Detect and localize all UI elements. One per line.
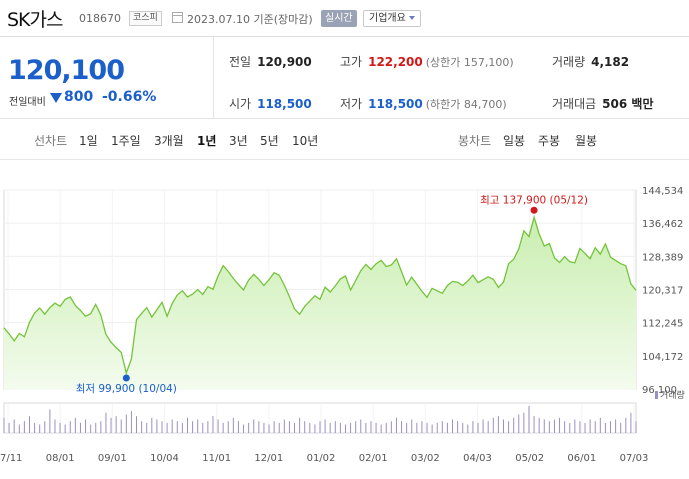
company-info-label: 기업개요	[369, 13, 406, 24]
tab-10y[interactable]: 10년	[292, 134, 319, 148]
down-triangle-icon	[50, 93, 62, 103]
volume-legend-label: 거래량	[660, 389, 685, 401]
min-annotation: 최저 99,900 (10/04)	[76, 383, 177, 395]
stock-code: 018670	[79, 12, 121, 25]
prev-close-label: 전일	[229, 55, 252, 69]
tab-5y[interactable]: 5년	[260, 134, 279, 148]
turnover-value: 506 백만	[602, 97, 654, 111]
tab-3y[interactable]: 3년	[229, 134, 248, 148]
tab-1w[interactable]: 1주일	[111, 134, 141, 148]
y-tick-label: 128,389	[642, 252, 683, 263]
tab-weekly[interactable]: 주봉	[538, 134, 561, 148]
chevron-down-icon	[408, 16, 415, 20]
tab-monthly[interactable]: 월봉	[575, 134, 598, 148]
tab-daily[interactable]: 일봉	[503, 134, 526, 148]
price-chart-svg[interactable]: 144,534 136,462 128,389 120,317 112,245 104,1…	[0, 180, 689, 475]
x-tick-label: 07/11	[0, 453, 22, 464]
market-badge: 코스피	[129, 11, 162, 26]
price-area	[4, 217, 636, 389]
company-name: SK가스	[7, 9, 63, 31]
x-tick-label: 02/01	[359, 453, 388, 464]
volume-value: 4,182	[591, 55, 630, 69]
open-label: 시가	[229, 97, 252, 111]
line-chart-label: 선차트	[34, 134, 68, 148]
x-tick-label: 03/02	[411, 453, 440, 464]
open-value: 118,500	[257, 97, 312, 111]
realtime-button[interactable]: 실시간	[321, 10, 357, 27]
prev-close-value: 120,900	[257, 55, 312, 69]
prev-close: 전일 120,900	[229, 53, 312, 70]
change-value: 800	[64, 89, 94, 105]
open-price: 시가 118,500	[229, 95, 312, 112]
volume-legend-swatch	[655, 391, 658, 399]
volume: 거래량 4,182	[552, 53, 629, 70]
upper-limit: (상한가 157,100)	[425, 56, 514, 69]
divider	[213, 37, 214, 119]
y-tick-label: 96,100	[642, 385, 677, 396]
company-info-dropdown[interactable]: 기업개요	[363, 10, 421, 27]
high-value: 122,200	[368, 55, 423, 69]
x-tick-label: 12/01	[254, 453, 283, 464]
stock-header: SK가스 018670 코스피 2023.07.10 기준(장마감) 실시간 기…	[0, 0, 689, 36]
min-marker	[122, 374, 130, 382]
x-tick-label: 11/01	[202, 453, 231, 464]
y-tick-label: 144,534	[642, 186, 683, 197]
price-line	[3, 214, 637, 376]
y-tick-label: 112,245	[642, 319, 683, 330]
chart-period-tabs: 선차트 1일 1주일 3개월 1년 3년 5년 10년 봉차트 일봉 주봉 월봉	[0, 120, 689, 160]
high-price: 고가 122,200 (상한가 157,100)	[340, 53, 514, 70]
change-percent: -0.66%	[102, 89, 157, 105]
y-tick-label: 136,462	[642, 219, 683, 230]
low-label: 저가	[340, 97, 363, 111]
y-tick-label: 104,172	[642, 352, 683, 363]
tab-3m[interactable]: 3개월	[154, 134, 184, 148]
candle-chart-label: 봉차트	[458, 134, 492, 148]
x-tick-label: 04/03	[463, 453, 492, 464]
low-value: 118,500	[368, 97, 423, 111]
x-tick-label: 08/01	[46, 453, 75, 464]
x-tick-label: 06/01	[567, 453, 596, 464]
max-marker	[530, 206, 538, 214]
max-annotation: 최고 137,900 (05/12)	[480, 194, 588, 206]
y-tick-label: 120,317	[642, 286, 683, 297]
calendar-icon	[172, 12, 183, 23]
x-tick-label: 10/04	[150, 453, 179, 464]
low-price: 저가 118,500 (하한가 84,700)	[340, 95, 507, 112]
lower-limit: (하한가 84,700)	[425, 98, 507, 111]
x-tick-label: 01/02	[307, 453, 336, 464]
base-date: 2023.07.10 기준(장마감)	[187, 13, 313, 26]
x-tick-label: 09/01	[98, 453, 127, 464]
turnover: 거래대금 506 백만	[552, 95, 653, 112]
tab-1y[interactable]: 1년	[197, 134, 217, 148]
high-label: 고가	[340, 55, 363, 69]
turnover-label: 거래대금	[552, 97, 597, 111]
volume-label: 거래량	[552, 55, 586, 69]
x-tick-label: 07/03	[620, 453, 649, 464]
price-chart[interactable]: 144,534 136,462 128,389 120,317 112,245 104,1…	[0, 180, 689, 475]
tab-1d[interactable]: 1일	[79, 134, 98, 148]
x-tick-label: 05/02	[515, 453, 544, 464]
change-label: 전일대비	[9, 97, 46, 108]
current-price: 120,100	[8, 55, 125, 86]
price-summary: 120,100 전일대비 800 -0.66% 전일 120,900 고가 122,…	[0, 36, 689, 119]
